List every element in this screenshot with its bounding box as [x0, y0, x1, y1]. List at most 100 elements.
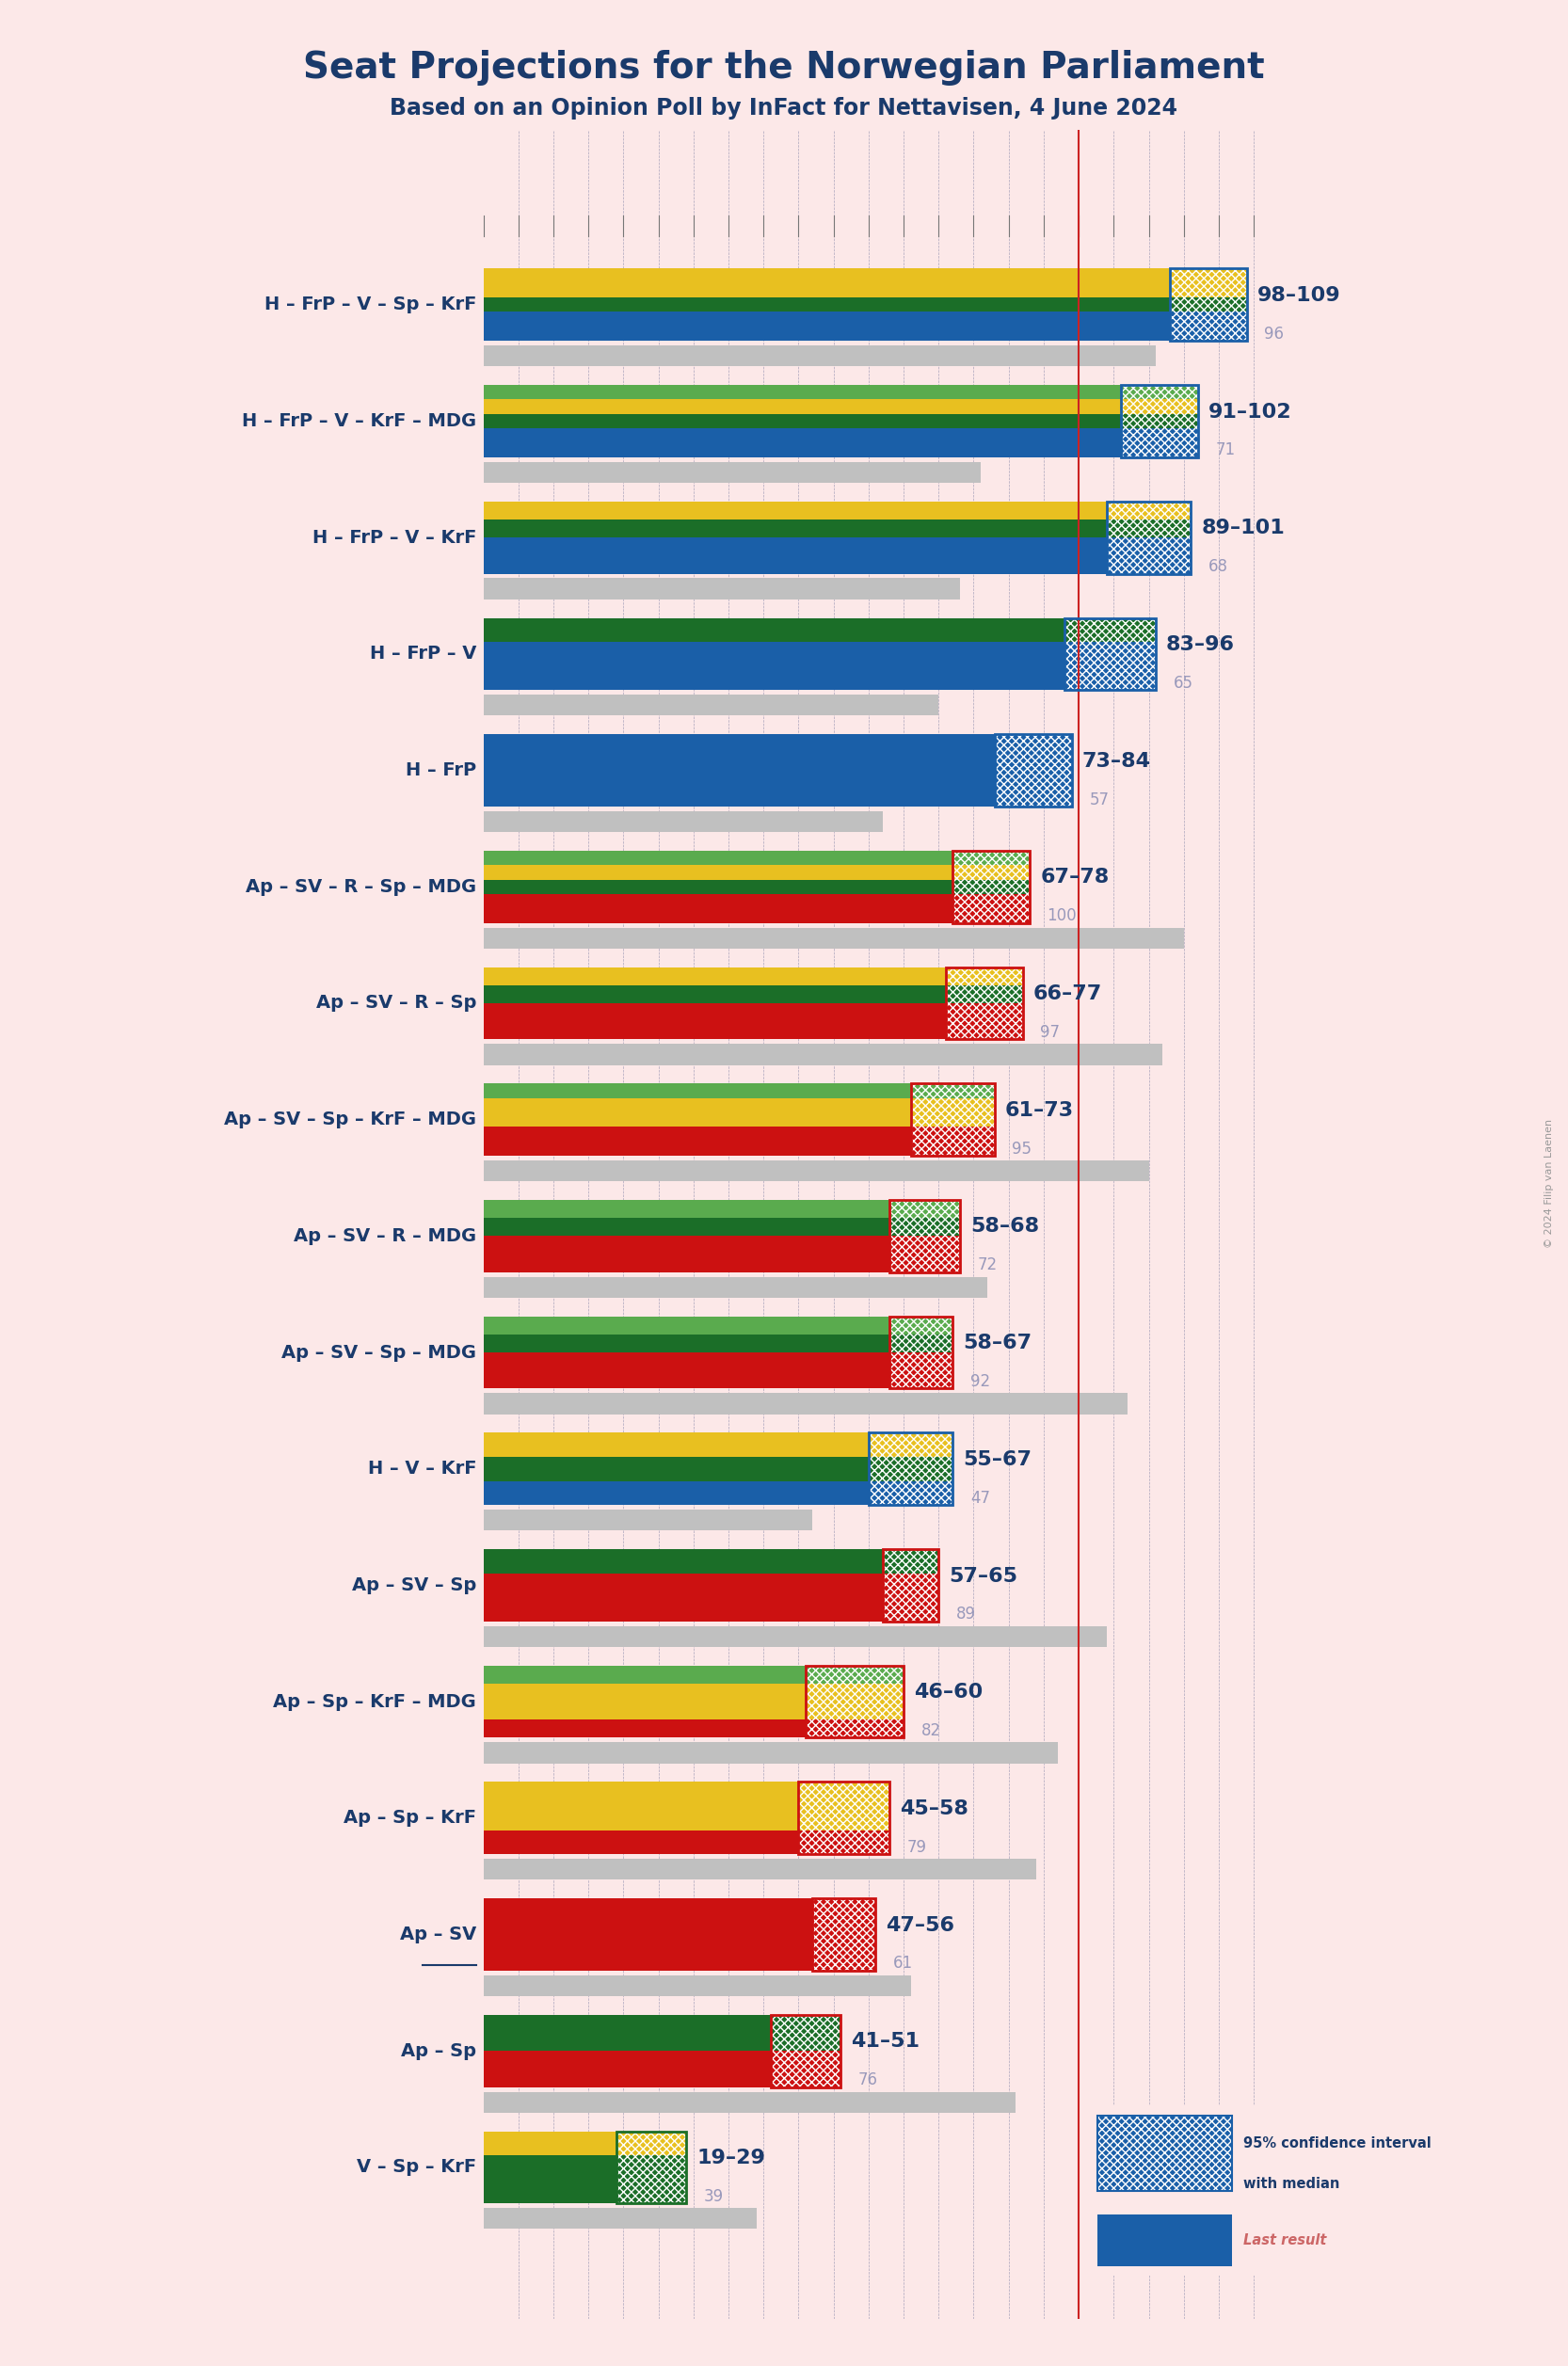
- Bar: [1065, 618, 1156, 691]
- Bar: [1107, 556, 1190, 573]
- Bar: [1121, 414, 1198, 428]
- Bar: [883, 1573, 939, 1597]
- Bar: [483, 428, 1121, 442]
- Bar: [483, 641, 1065, 665]
- Bar: [883, 1597, 939, 1621]
- Text: 46–60: 46–60: [914, 1682, 983, 1701]
- Bar: [483, 1625, 1107, 1647]
- Bar: [798, 1782, 889, 1805]
- Bar: [483, 1720, 806, 1737]
- Bar: [483, 1741, 1058, 1763]
- Bar: [1121, 400, 1198, 414]
- Bar: [483, 1935, 812, 1971]
- Bar: [889, 1218, 960, 1235]
- Bar: [798, 1782, 889, 1805]
- Text: H – FrP – V – KrF: H – FrP – V – KrF: [312, 528, 477, 547]
- Bar: [889, 1235, 960, 1254]
- Bar: [770, 2051, 840, 2087]
- Bar: [1121, 442, 1198, 457]
- Text: 65: 65: [1173, 674, 1193, 691]
- Bar: [953, 909, 1030, 923]
- Text: 91–102: 91–102: [1209, 402, 1292, 421]
- Bar: [889, 1353, 953, 1370]
- Bar: [483, 1098, 911, 1112]
- Text: with median: with median: [1243, 2177, 1339, 2191]
- Bar: [889, 1315, 953, 1334]
- Text: 61–73: 61–73: [1005, 1100, 1074, 1119]
- Bar: [806, 1666, 903, 1685]
- Bar: [1121, 400, 1198, 414]
- Text: Ap – SV – Sp – KrF – MDG: Ap – SV – Sp – KrF – MDG: [224, 1110, 477, 1129]
- Bar: [946, 1022, 1022, 1039]
- Bar: [483, 852, 953, 866]
- Bar: [911, 1084, 994, 1155]
- Bar: [911, 1112, 994, 1126]
- Bar: [483, 2132, 616, 2155]
- Bar: [889, 1334, 953, 1353]
- Bar: [483, 2207, 756, 2229]
- Text: 61: 61: [894, 1954, 913, 1973]
- Bar: [483, 298, 1170, 312]
- Text: 19–29: 19–29: [696, 2148, 765, 2167]
- Bar: [483, 1003, 946, 1022]
- Bar: [806, 1666, 903, 1737]
- Bar: [1098, 2115, 1232, 2191]
- Text: 66–77: 66–77: [1033, 984, 1102, 1003]
- Bar: [911, 1126, 994, 1140]
- Text: 92: 92: [971, 1372, 989, 1391]
- Bar: [889, 1334, 953, 1353]
- Bar: [1170, 312, 1247, 327]
- Bar: [1170, 284, 1247, 298]
- Bar: [869, 1457, 953, 1481]
- Text: H – FrP – V: H – FrP – V: [370, 646, 477, 662]
- Bar: [889, 1370, 953, 1389]
- Bar: [483, 1254, 889, 1273]
- Bar: [483, 1510, 812, 1531]
- Bar: [812, 1935, 875, 1971]
- Bar: [911, 1112, 994, 1126]
- Text: Ap – SV – Sp: Ap – SV – Sp: [351, 1576, 477, 1595]
- Bar: [483, 733, 994, 771]
- Bar: [798, 1805, 889, 1831]
- Text: Ap – Sp – KrF: Ap – Sp – KrF: [343, 1810, 477, 1827]
- Bar: [483, 1434, 869, 1457]
- Bar: [812, 1898, 875, 1971]
- Bar: [483, 968, 946, 984]
- Text: 41–51: 41–51: [851, 2032, 920, 2051]
- Text: 82: 82: [920, 1722, 941, 1739]
- Bar: [483, 537, 1107, 556]
- Bar: [616, 2132, 687, 2155]
- Bar: [806, 1685, 903, 1701]
- Bar: [1170, 270, 1247, 341]
- Bar: [994, 733, 1071, 771]
- Bar: [483, 1394, 1127, 1415]
- Bar: [483, 1126, 911, 1140]
- Bar: [483, 1573, 883, 1597]
- Bar: [994, 771, 1071, 807]
- Bar: [911, 1140, 994, 1155]
- Bar: [1170, 298, 1247, 312]
- Text: 79: 79: [906, 1838, 927, 1855]
- Bar: [1107, 537, 1190, 556]
- Bar: [889, 1235, 960, 1254]
- Bar: [798, 1831, 889, 1855]
- Bar: [483, 1353, 889, 1370]
- Bar: [953, 866, 1030, 880]
- Bar: [911, 1126, 994, 1140]
- Bar: [483, 577, 960, 599]
- Text: Last result: Last result: [1243, 2234, 1327, 2248]
- Text: Ap – SV – R – MDG: Ap – SV – R – MDG: [293, 1228, 477, 1245]
- Bar: [483, 1218, 889, 1235]
- Text: 67–78: 67–78: [1040, 868, 1109, 887]
- Text: H – FrP: H – FrP: [406, 762, 477, 778]
- Text: 97: 97: [1040, 1024, 1060, 1041]
- Bar: [946, 1022, 1022, 1039]
- Bar: [946, 984, 1022, 1003]
- Text: 57: 57: [1090, 790, 1109, 807]
- Text: Based on an Opinion Poll by InFact for Nettavisen, 4 June 2024: Based on an Opinion Poll by InFact for N…: [390, 97, 1178, 121]
- Bar: [1121, 414, 1198, 428]
- Bar: [616, 2132, 687, 2155]
- Bar: [953, 880, 1030, 894]
- Bar: [946, 968, 1022, 984]
- Bar: [869, 1457, 953, 1481]
